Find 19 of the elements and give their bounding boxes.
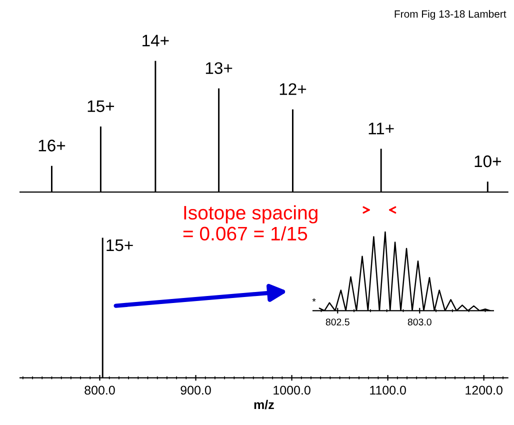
annotation: 14+: [142, 34, 169, 46]
x-axis-title: m/z: [254, 400, 274, 410]
annotation: Isotope spacing = 0.067 = 1/15: [183, 205, 318, 241]
annotation: 15+: [88, 100, 114, 112]
chart-title: From Fig 13-18 Lambert: [394, 10, 506, 20]
annotation: 16+: [38, 140, 66, 152]
x-tick-label: 1200.0: [466, 386, 502, 395]
annotation: *: [312, 298, 316, 302]
annotation: 12+: [280, 83, 306, 95]
annotation: 15+: [106, 240, 133, 252]
annotation: 10+: [474, 155, 501, 168]
x-tick-label: 1000.0: [274, 386, 310, 395]
x-tick-label: 800.0: [84, 386, 115, 395]
x-tick-label: 1100.0: [370, 386, 406, 395]
annotation: 11+: [368, 122, 394, 134]
x-tick-label: 803.0: [408, 318, 432, 326]
x-tick-label: 802.5: [326, 318, 350, 326]
x-tick-label: 900.0: [180, 386, 211, 395]
annotation: 13+: [206, 62, 232, 74]
